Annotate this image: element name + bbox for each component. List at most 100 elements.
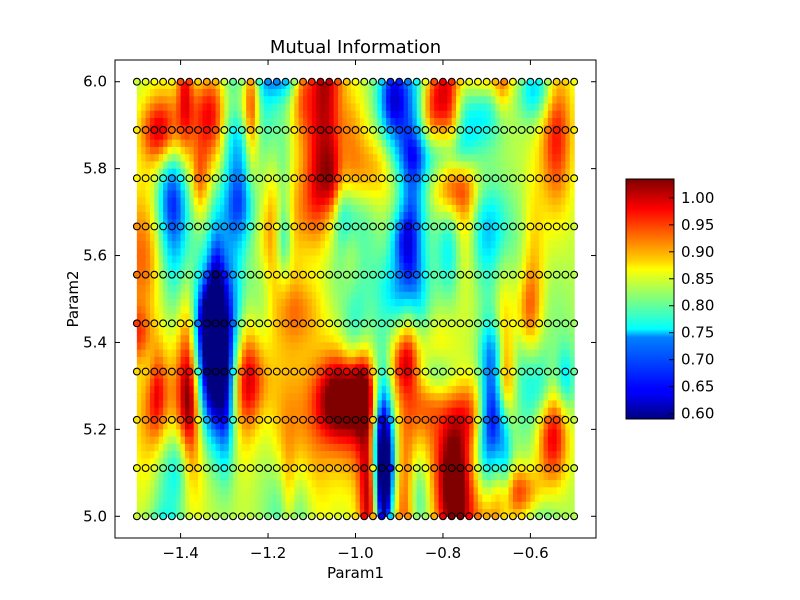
heatmap-cell (329, 262, 335, 271)
heatmap-cell (167, 342, 173, 351)
heatmap-cell (320, 443, 326, 452)
heatmap-cell (359, 443, 365, 452)
heatmap-cell (276, 183, 282, 191)
heatmap-cell (193, 356, 199, 365)
heatmap-cell (320, 509, 326, 517)
heatmap-cell (368, 197, 374, 206)
heatmap-cell (421, 327, 427, 336)
heatmap-cell (272, 96, 278, 105)
heatmap-cell (473, 255, 479, 264)
heatmap-cell (202, 393, 208, 401)
heatmap-cell (416, 342, 422, 351)
heatmap-cell (167, 168, 173, 177)
heatmap-cell (491, 183, 497, 191)
heatmap-cell (259, 146, 265, 155)
heatmap-cell (412, 472, 418, 481)
heatmap-cell (320, 110, 326, 119)
heatmap-cell (276, 146, 282, 155)
heatmap-cell (324, 255, 330, 264)
heatmap-cell (237, 356, 243, 365)
heatmap-cell (254, 204, 260, 213)
heatmap-cell (254, 154, 260, 162)
heatmap-cell (425, 212, 431, 220)
heatmap-cell (167, 110, 173, 119)
heatmap-cell (189, 364, 195, 373)
heatmap-cell (491, 197, 497, 206)
heatmap-cell (285, 335, 291, 344)
heatmap-cell (460, 393, 466, 401)
heatmap-cell (456, 327, 462, 336)
heatmap-cell (276, 81, 282, 90)
heatmap-cell (241, 117, 247, 126)
heatmap-cell (307, 443, 313, 452)
heatmap-cell (438, 168, 444, 177)
heatmap-cell (180, 313, 186, 322)
heatmap-cell (154, 313, 160, 322)
heatmap-cell (364, 226, 370, 235)
heatmap-cell (149, 139, 155, 148)
heatmap-cell (167, 356, 173, 365)
heatmap-cell (254, 371, 260, 380)
heatmap-cell (224, 299, 230, 307)
heatmap-cell (456, 364, 462, 373)
heatmap-cell (241, 364, 247, 373)
heatmap-cell (482, 226, 488, 235)
heatmap-cell (307, 161, 313, 170)
heatmap-cell (421, 443, 427, 452)
heatmap-cell (228, 212, 234, 220)
heatmap-cell (477, 393, 483, 401)
heatmap-cell (163, 313, 169, 322)
heatmap-cell (447, 487, 453, 496)
heatmap-cell (403, 154, 409, 162)
heatmap-cell (254, 81, 260, 90)
heatmap-cell (224, 429, 230, 438)
heatmap-cell (163, 356, 169, 365)
heatmap-cell (158, 154, 164, 162)
heatmap-cell (429, 204, 435, 213)
heatmap-cell (359, 451, 365, 459)
heatmap-cell (211, 197, 217, 206)
heatmap-cell (434, 480, 440, 488)
heatmap-cell (329, 422, 335, 430)
heatmap-cell (447, 212, 453, 220)
heatmap-cell (294, 393, 300, 401)
heatmap-cell (491, 88, 497, 97)
heatmap-cell (464, 487, 470, 496)
heatmap-cell (434, 81, 440, 90)
heatmap-cell (447, 117, 453, 126)
heatmap-cell (338, 255, 343, 264)
heatmap-cell (320, 88, 326, 97)
heatmap-cell (158, 436, 164, 445)
heatmap-cell (451, 197, 457, 206)
heatmap-cell (316, 393, 322, 401)
heatmap-cell (136, 190, 142, 199)
heatmap-cell (421, 88, 427, 97)
heatmap-cell (364, 349, 370, 358)
heatmap-cell (425, 132, 431, 141)
heatmap-cell (154, 480, 160, 488)
heatmap-cell (215, 183, 221, 191)
heatmap-cell (298, 168, 304, 177)
heatmap-cell (412, 422, 418, 430)
heatmap-cell (394, 400, 400, 409)
heatmap-cell (421, 400, 427, 409)
heatmap-cell (272, 356, 278, 365)
heatmap-cell (215, 161, 221, 170)
heatmap-cell (219, 436, 225, 445)
heatmap-cell (495, 183, 501, 191)
heatmap-cell (412, 117, 418, 126)
heatmap-cell (228, 110, 234, 119)
heatmap-cell (176, 204, 182, 213)
heatmap-cell (412, 146, 418, 155)
heatmap-cell (233, 197, 239, 206)
heatmap-cell (359, 233, 365, 242)
heatmap-cell (456, 132, 462, 141)
heatmap-cell (477, 494, 483, 503)
heatmap-cell (198, 306, 204, 315)
heatmap-cell (285, 313, 291, 322)
heatmap-cell (211, 241, 217, 249)
heatmap-cell (351, 284, 357, 293)
heatmap-cell (425, 458, 431, 467)
heatmap-cell (228, 385, 234, 394)
heatmap-cell (215, 443, 221, 452)
